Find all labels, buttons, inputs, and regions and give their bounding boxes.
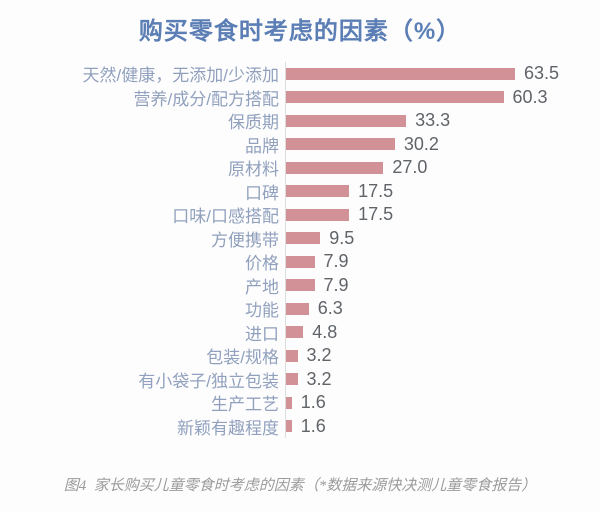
category-label: 口碑 — [245, 183, 279, 203]
chart-row: 新颖有趣程度 1.6 — [0, 414, 600, 438]
category-label: 口味/口感搭配 — [172, 207, 279, 227]
category-label: 营养/成分/配方搭配 — [133, 89, 279, 109]
bar-area: 9.5 — [285, 226, 600, 250]
bar-area: 60.3 — [285, 85, 600, 109]
bar — [286, 396, 292, 409]
bar-value-label: 1.6 — [300, 415, 326, 436]
category-label: 新颖有趣程度 — [177, 418, 279, 438]
bar — [286, 232, 321, 245]
bar — [286, 91, 504, 104]
bar-area: 6.3 — [285, 297, 600, 321]
bar-area: 7.9 — [285, 273, 600, 297]
bar-area: 1.6 — [285, 414, 600, 438]
bar-area: 27.0 — [285, 156, 600, 180]
chart-row: 营养/成分/配方搭配 60.3 — [0, 85, 600, 109]
chart-row: 方便携带 9.5 — [0, 226, 600, 250]
bar-value-label: 1.6 — [300, 392, 326, 413]
chart-row: 原材料 27.0 — [0, 156, 600, 180]
category-label: 包装/规格 — [206, 348, 279, 368]
bar — [286, 279, 315, 292]
chart-row: 生产工艺 1.6 — [0, 391, 600, 415]
bar-area: 17.5 — [285, 179, 600, 203]
bar-value-label: 7.9 — [323, 274, 349, 295]
chart-row: 有小袋子/独立包装 3.2 — [0, 367, 600, 391]
bar — [286, 185, 350, 198]
bar-area: 17.5 — [285, 203, 600, 227]
bar-value-label: 7.9 — [323, 251, 349, 272]
category-label: 生产工艺 — [211, 395, 279, 415]
bar — [286, 255, 315, 268]
bar — [286, 349, 298, 362]
bar — [286, 208, 350, 221]
bar-chart: 天然/健康，无添加/少添加 63.5 营养/成分/配方搭配 60.3 保质期 33.3 品牌… — [0, 62, 600, 438]
bar — [286, 67, 515, 80]
bar-value-label: 3.2 — [306, 368, 332, 389]
bar-value-label: 9.5 — [329, 227, 355, 248]
bar-area: 4.8 — [285, 320, 600, 344]
bar — [286, 420, 292, 433]
chart-row: 包装/规格 3.2 — [0, 344, 600, 368]
chart-row: 品牌 30.2 — [0, 132, 600, 156]
category-label: 方便携带 — [211, 230, 279, 250]
category-label: 原材料 — [228, 160, 279, 180]
category-label: 天然/健康，无添加/少添加 — [82, 66, 279, 86]
bar — [286, 373, 298, 386]
bar-value-label: 17.5 — [358, 204, 394, 225]
chart-row: 产地 7.9 — [0, 273, 600, 297]
bar-area: 3.2 — [285, 344, 600, 368]
bar-value-label: 17.5 — [358, 180, 394, 201]
bar-value-label: 30.2 — [403, 133, 439, 154]
category-label: 保质期 — [228, 113, 279, 133]
chart-row: 口味/口感搭配 17.5 — [0, 203, 600, 227]
bar — [286, 302, 309, 315]
bar-value-label: 63.5 — [524, 63, 560, 84]
chart-row: 口碑 17.5 — [0, 179, 600, 203]
bar — [286, 161, 384, 174]
bar-value-label: 27.0 — [392, 157, 428, 178]
category-label: 产地 — [245, 277, 279, 297]
chart-row: 保质期 33.3 — [0, 109, 600, 133]
bar-value-label: 33.3 — [415, 110, 451, 131]
bar-area: 33.3 — [285, 109, 600, 133]
bar-area: 1.6 — [285, 391, 600, 415]
bar — [286, 114, 407, 127]
bar-value-label: 6.3 — [317, 298, 343, 319]
chart-row: 进口 4.8 — [0, 320, 600, 344]
chart-row: 天然/健康，无添加/少添加 63.5 — [0, 62, 600, 86]
bar-value-label: 4.8 — [312, 321, 338, 342]
bar-area: 7.9 — [285, 250, 600, 274]
bar-area: 63.5 — [285, 62, 600, 86]
bar-value-label: 60.3 — [512, 86, 548, 107]
bar-value-label: 3.2 — [306, 345, 332, 366]
bar — [286, 138, 395, 151]
chart-title: 购买零食时考虑的因素（%） — [138, 18, 462, 45]
category-label: 有小袋子/独立包装 — [138, 371, 279, 391]
category-label: 进口 — [245, 324, 279, 344]
bar-area: 30.2 — [285, 132, 600, 156]
figure-caption: 图4 家长购买儿童零食时考虑的因素（*数据来源快决测儿童零食报告） — [63, 478, 537, 494]
chart-row: 价格 7.9 — [0, 250, 600, 274]
chart-row: 功能 6.3 — [0, 297, 600, 321]
category-label: 价格 — [245, 254, 279, 274]
bar-area: 3.2 — [285, 367, 600, 391]
category-label: 功能 — [245, 301, 279, 321]
category-label: 品牌 — [245, 136, 279, 156]
bar — [286, 326, 304, 339]
